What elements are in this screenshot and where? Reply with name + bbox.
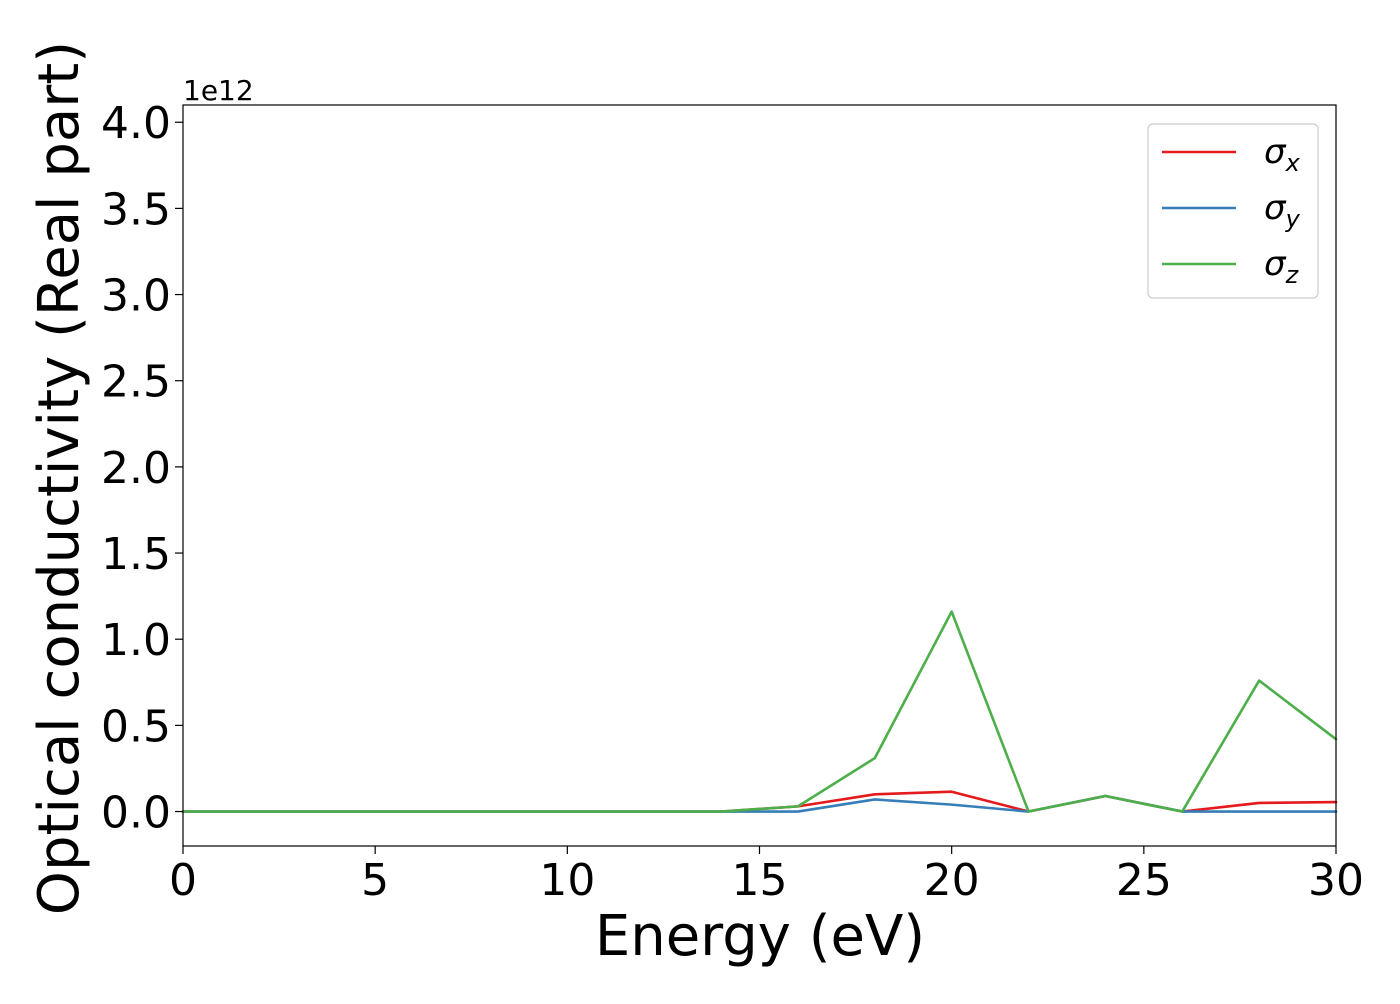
x-tick-label: 20: [924, 855, 980, 906]
x-tick-label: 15: [732, 855, 788, 906]
y-tick-label: 1.0: [101, 615, 171, 666]
plot-background: [183, 105, 1336, 846]
x-tick-label: 5: [361, 855, 389, 906]
y-axis-multiplier: 1e12: [183, 74, 254, 107]
series-layer: [181, 610, 1338, 813]
series-line-z: [181, 610, 1338, 813]
x-tick-label: 10: [539, 855, 595, 906]
y-tick-label: 3.0: [101, 271, 171, 322]
x-tick-label: 0: [169, 855, 197, 906]
y-axis-title: Optical conductivity (Real part): [27, 41, 92, 915]
y-tick-label: 2.0: [101, 443, 171, 494]
y-tick-label: 3.5: [101, 184, 171, 235]
y-tick-label: 0.5: [101, 701, 171, 752]
x-tick-label: 30: [1308, 855, 1364, 906]
x-tick-label: 25: [1116, 855, 1172, 906]
y-tick-label: 2.5: [101, 357, 171, 408]
x-axis-title: Energy (eV): [595, 904, 925, 969]
plot-area: [183, 105, 1336, 846]
y-tick-label: 1.5: [101, 529, 171, 580]
y-tick-label: 0.0: [101, 788, 171, 839]
legend-label-x: σx: [1264, 132, 1301, 177]
legend-label-z: σz: [1264, 244, 1300, 289]
legend: σx σy σz: [1147, 123, 1319, 299]
y-tick-label: 4.0: [101, 98, 171, 149]
legend-label-y: σy: [1264, 188, 1301, 233]
legend-box: [1147, 123, 1319, 299]
axes-layer: 0 5 10 15 20 25 30 0.0 0.5 1.0 1.5 2.0 2.5 3.0 3.5 4.0: [101, 98, 1364, 906]
